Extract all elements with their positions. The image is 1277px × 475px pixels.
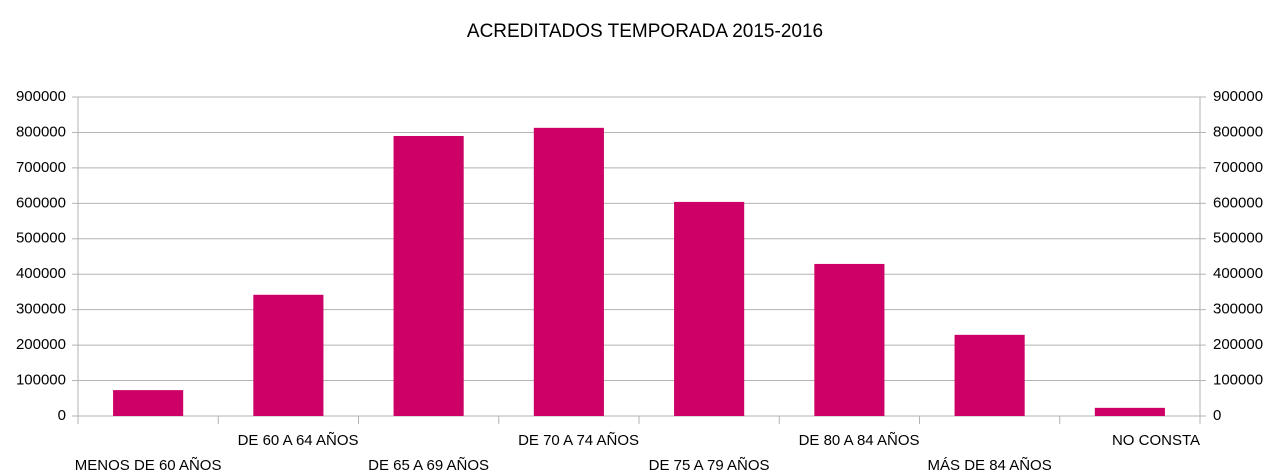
y2-tick-label: 800000 — [1213, 123, 1263, 140]
bar — [393, 135, 464, 416]
x-tick-label: MÁS DE 84 AÑOS — [928, 457, 1052, 474]
y-tick-label: 600000 — [16, 194, 66, 211]
bar — [1094, 407, 1165, 416]
x-tick-label: MENOS DE 60 AÑOS — [75, 457, 222, 474]
y2-tick-label: 700000 — [1213, 159, 1263, 176]
bar — [954, 334, 1025, 416]
x-tick-label: DE 75 A 79 AÑOS — [649, 457, 770, 474]
x-tick-label: DE 70 A 74 AÑOS — [518, 432, 639, 449]
y2-tick-label: 600000 — [1213, 194, 1263, 211]
bar — [253, 294, 324, 416]
y2-tick-label: 0 — [1213, 407, 1221, 424]
y-tick-label: 300000 — [16, 301, 66, 318]
y-tick-label: 900000 — [16, 88, 66, 105]
bar — [674, 201, 745, 416]
x-tick-label: DE 65 A 69 AÑOS — [368, 457, 489, 474]
y-tick-label: 0 — [58, 407, 66, 424]
y2-tick-label: 900000 — [1213, 88, 1263, 105]
y2-tick-label: 300000 — [1213, 301, 1263, 318]
y2-tick-label: 500000 — [1213, 230, 1263, 247]
x-tick-label: DE 60 A 64 AÑOS — [238, 432, 359, 449]
y-tick-label: 400000 — [16, 265, 66, 282]
y-tick-label: 700000 — [16, 159, 66, 176]
y-tick-label: 200000 — [16, 336, 66, 353]
y2-tick-label: 400000 — [1213, 265, 1263, 282]
bar — [814, 263, 885, 416]
y-tick-label: 500000 — [16, 230, 66, 247]
bar — [113, 390, 184, 416]
x-tick-label: NO CONSTA — [1112, 432, 1200, 449]
y2-tick-label: 100000 — [1213, 372, 1263, 389]
bar — [533, 127, 604, 416]
x-tick-label: DE 80 A 84 AÑOS — [799, 432, 920, 449]
chart-title: ACREDITADOS TEMPORADA 2015-2016 — [467, 21, 823, 42]
y-tick-label: 800000 — [16, 123, 66, 140]
y2-tick-label: 200000 — [1213, 336, 1263, 353]
y-tick-label: 100000 — [16, 372, 66, 389]
